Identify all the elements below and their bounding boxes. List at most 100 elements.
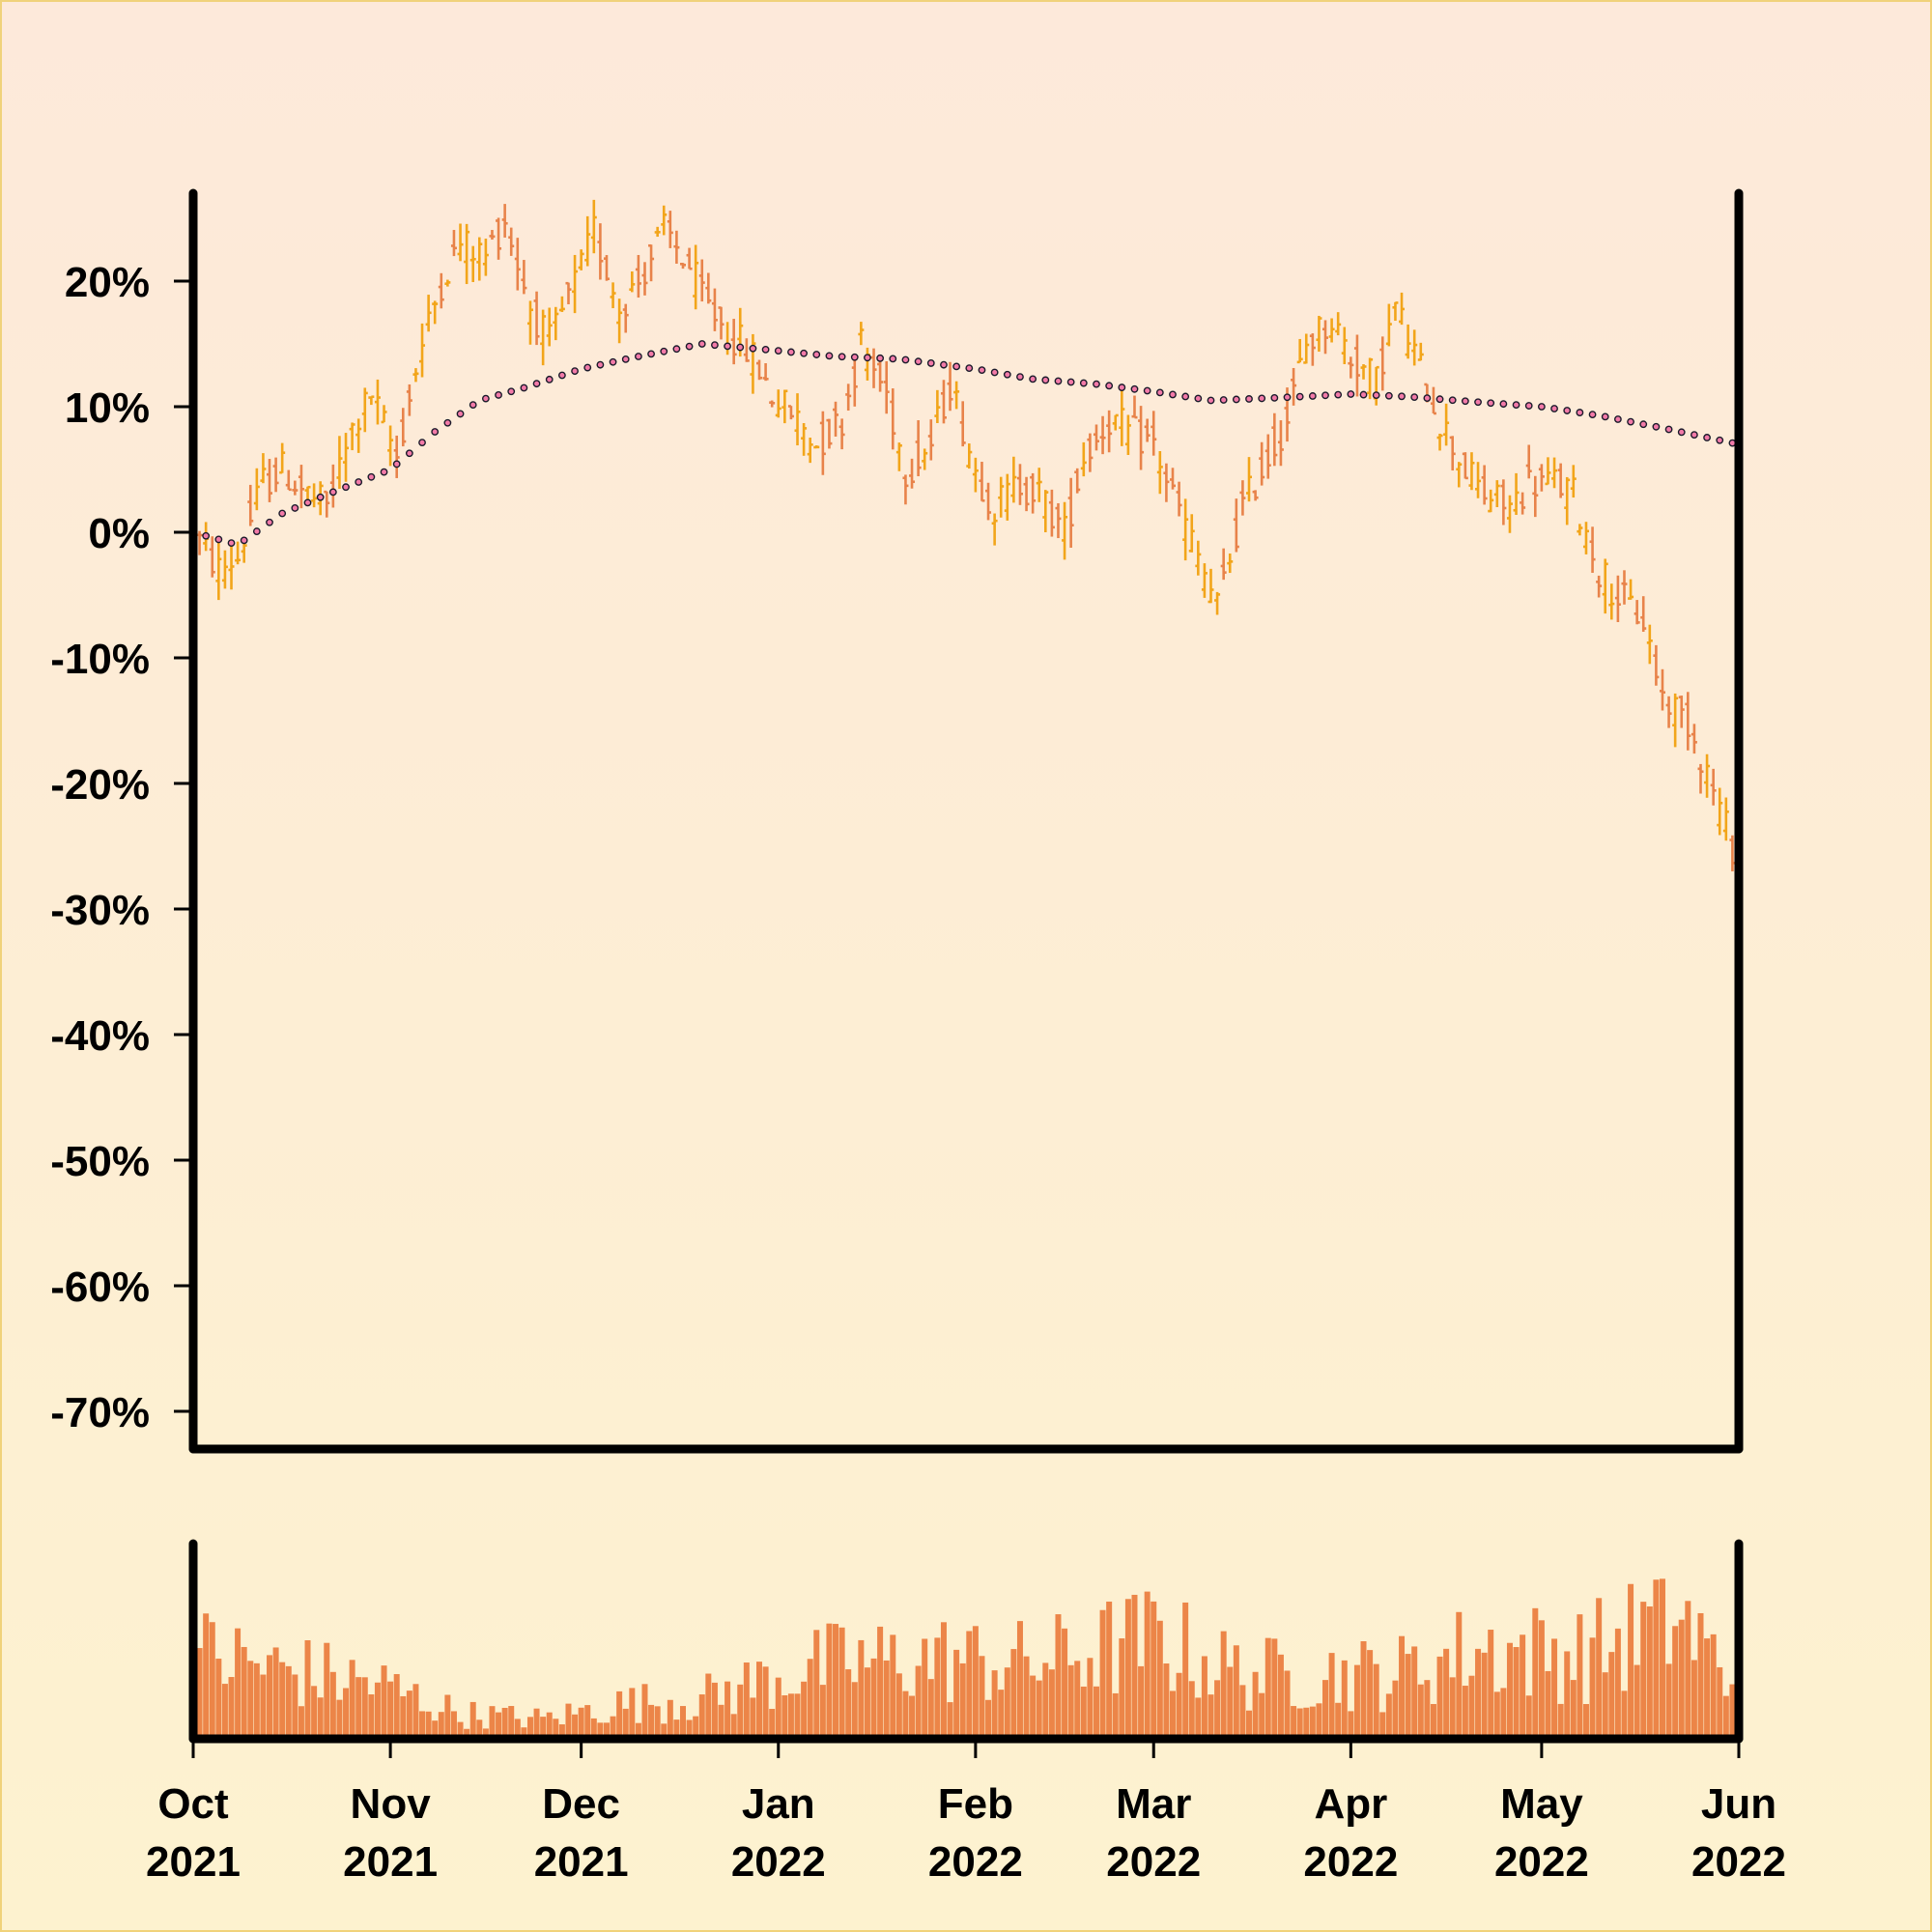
moving-average-point <box>1664 425 1673 434</box>
ohlc-bar <box>1411 329 1418 366</box>
volume-bar <box>1596 1598 1603 1739</box>
x-tick-year-label: 2021 <box>534 1838 629 1886</box>
moving-average-point <box>825 352 834 360</box>
volume-bar <box>686 1719 693 1739</box>
ohlc-bar <box>1582 522 1589 554</box>
volume-bar <box>1271 1638 1278 1739</box>
ohlc-bar <box>597 223 604 280</box>
ohlc-bar <box>1545 457 1551 486</box>
moving-average-point <box>812 351 821 358</box>
volume-bar <box>1335 1702 1342 1739</box>
ohlc-bar <box>565 281 572 304</box>
ohlc-bar <box>368 395 375 406</box>
ohlc-bar <box>1080 441 1087 477</box>
volume-bar <box>476 1719 483 1739</box>
ohlc-bar <box>1291 367 1297 406</box>
volume-bar <box>1291 1706 1297 1739</box>
y-tick-label: 0% <box>88 510 150 557</box>
ohlc-bar <box>412 368 419 383</box>
volume-bar <box>1169 1690 1176 1739</box>
ohlc-bar <box>558 296 565 312</box>
moving-average-point <box>1003 370 1011 379</box>
ohlc-bar <box>1621 570 1628 605</box>
ohlc-bar <box>1634 600 1640 625</box>
ohlc-bar <box>787 405 794 420</box>
ohlc-bar <box>1264 434 1271 479</box>
x-tick-year-label: 2022 <box>1303 1838 1398 1886</box>
ohlc-bar <box>998 476 1005 518</box>
moving-average-point <box>926 359 935 367</box>
volume-bar <box>1520 1634 1526 1739</box>
ohlc-bar <box>1144 418 1151 442</box>
x-tick-year-label: 2021 <box>343 1838 438 1886</box>
ohlc-bar <box>1710 768 1717 806</box>
x-tick-year-label: 2021 <box>146 1838 241 1886</box>
volume-bar <box>444 1694 451 1739</box>
volume-bar <box>1030 1675 1037 1739</box>
moving-average-point <box>1016 373 1024 381</box>
ohlc-bar <box>1201 563 1208 598</box>
ohlc-bar <box>603 255 610 281</box>
volume-bar <box>546 1712 553 1739</box>
ohlc-bar <box>1379 336 1386 391</box>
ohlc-bar <box>635 254 641 298</box>
x-tick-year-label: 2022 <box>928 1838 1023 1886</box>
volume-bar <box>1710 1634 1717 1739</box>
ohlc-bar <box>1628 579 1634 600</box>
moving-average-point <box>1295 392 1304 401</box>
volume-bar <box>1564 1651 1571 1739</box>
y-tick-label: -70% <box>50 1389 150 1436</box>
moving-average-point <box>1384 391 1393 400</box>
volume-bar <box>1151 1601 1157 1739</box>
volume-bar <box>1538 1620 1545 1739</box>
ohlc-bar <box>858 322 865 346</box>
ohlc-bar <box>1252 490 1259 501</box>
volume-bar <box>1010 1649 1017 1739</box>
volume-bar <box>819 1685 826 1739</box>
ohlc-bar <box>578 249 584 270</box>
volume-bar <box>533 1708 540 1739</box>
volume-bar <box>381 1665 387 1739</box>
moving-average-point <box>1118 384 1126 391</box>
volume-bar <box>489 1706 496 1739</box>
ohlc-bar <box>1385 303 1392 347</box>
volume-bar <box>730 1714 737 1739</box>
ohlc-bar <box>895 442 902 471</box>
ohlc-bar <box>209 536 215 578</box>
volume-bar <box>1233 1645 1239 1739</box>
x-tick-month-label: Nov <box>351 1780 432 1828</box>
ohlc-bar <box>1055 502 1062 539</box>
ohlc-bar <box>1557 463 1564 498</box>
ohlc-bar <box>775 389 781 418</box>
volume-bar <box>1303 1707 1310 1739</box>
ohlc-bar <box>1138 406 1145 470</box>
ohlc-bar <box>1392 301 1399 322</box>
ohlc-bar <box>1004 473 1010 521</box>
ohlc-bar <box>1099 415 1106 455</box>
volume-bar <box>890 1634 896 1739</box>
moving-average-point <box>1537 403 1546 411</box>
volume-bar <box>228 1677 235 1739</box>
volume-bar <box>953 1649 960 1739</box>
moving-average-point <box>1169 390 1177 399</box>
volume-bar <box>1124 1599 1131 1739</box>
volume-bar <box>1488 1630 1494 1739</box>
ohlc-bar <box>553 306 559 341</box>
x-tick-month-label: Oct <box>157 1780 229 1828</box>
ohlc-bar <box>1246 457 1253 502</box>
ohlc-bar <box>1124 414 1131 456</box>
volume-bar <box>1646 1605 1653 1739</box>
ohlc-bar <box>298 465 304 509</box>
moving-average-point <box>405 449 413 458</box>
volume-bar <box>1156 1620 1163 1739</box>
moving-average-point <box>635 353 642 360</box>
ohlc-bar <box>616 298 623 344</box>
ohlc-bar <box>1309 333 1316 366</box>
ohlc-bar <box>1227 553 1234 574</box>
ohlc-bar <box>247 484 254 526</box>
volume-bar <box>616 1690 623 1739</box>
volume-bar <box>787 1693 794 1739</box>
ohlc-bar <box>1348 356 1354 379</box>
moving-average-point <box>1563 407 1572 414</box>
ohlc-bar <box>1169 468 1176 490</box>
